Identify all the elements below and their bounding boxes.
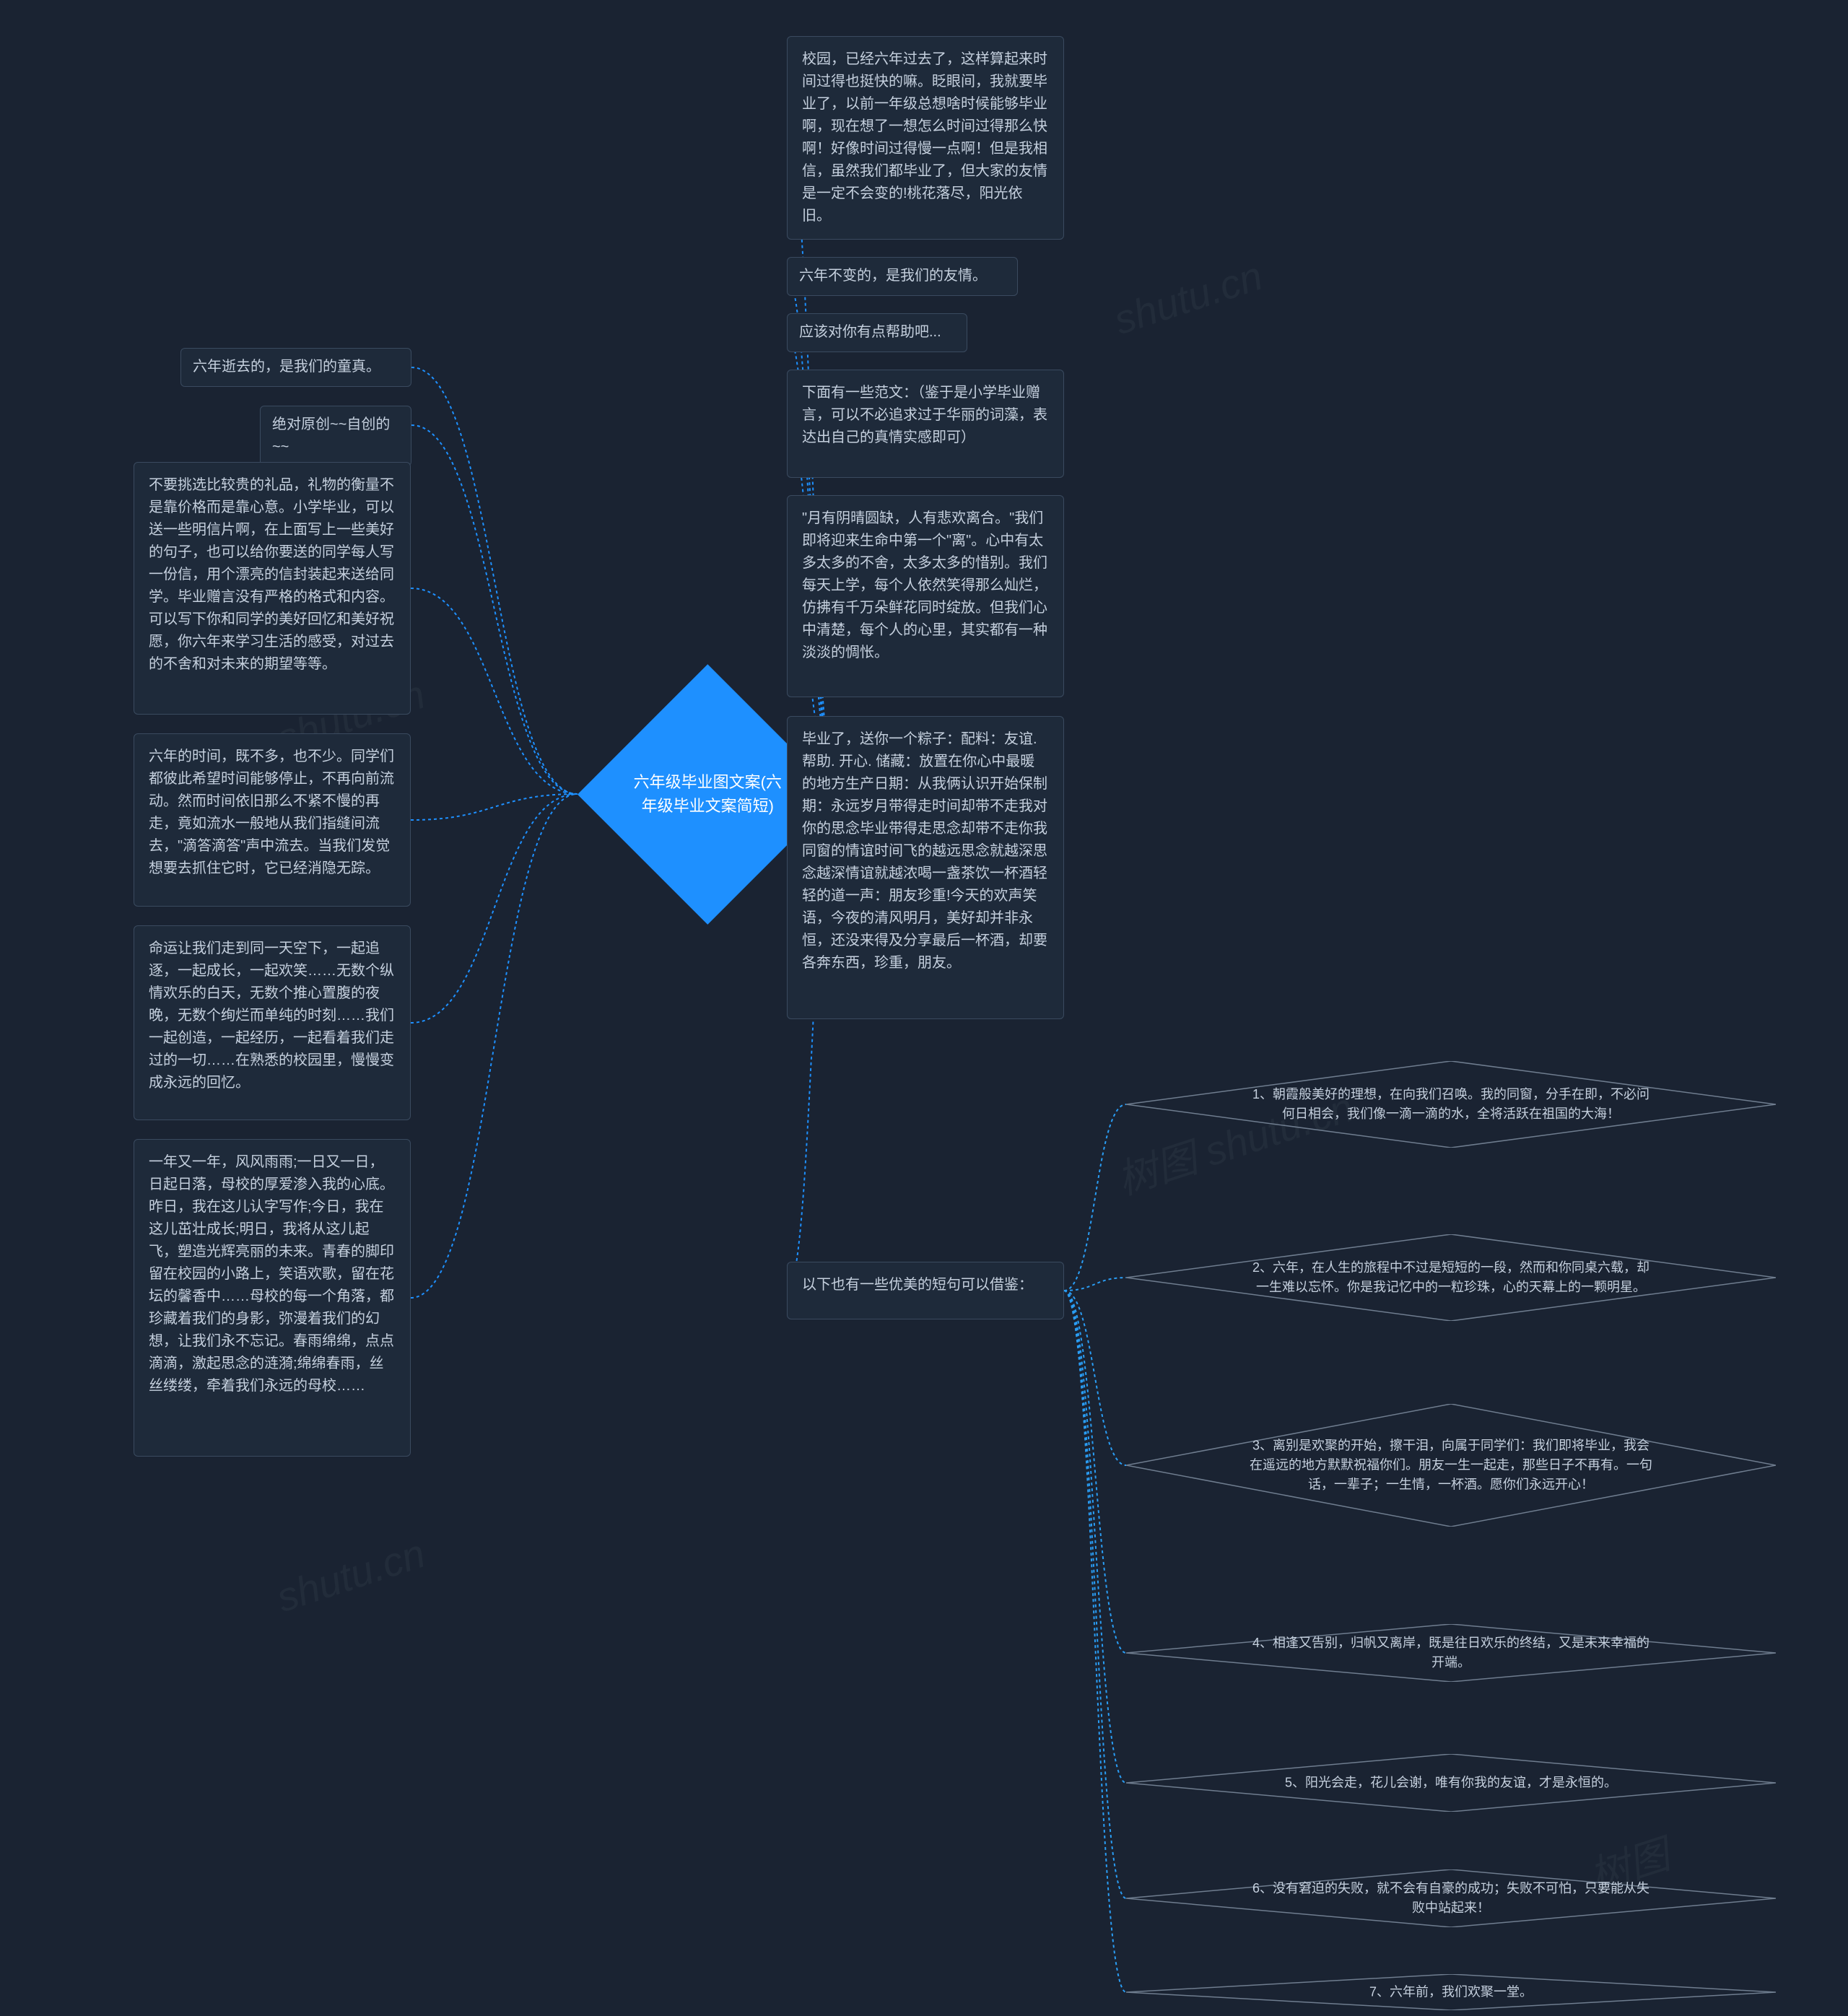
node-text: 命运让我们走到同一天空下，一起追逐，一起成长，一起欢笑……无数个纵情欢乐的白天，…: [149, 941, 394, 1091]
right-node-r2[interactable]: 六年不变的，是我们的友情。: [787, 257, 1018, 296]
right-node-r5[interactable]: "月有阴晴圆缺，人有悲欢离合。"我们即将迎来生命中第一个"离"。心中有太多太多的…: [787, 495, 1064, 697]
sub-node-text: 1、朝霞般美好的理想，在向我们召唤。我的同窗，分手在即，不必问何日相会，我们像一…: [1249, 1085, 1653, 1124]
left-node-l3[interactable]: 不要挑选比较贵的礼品，礼物的衡量不是靠价格而是靠心意。小学毕业，可以送一些明信片…: [134, 462, 411, 715]
sub-node-s5[interactable]: 5、阳光会走，花儿会谢，唯有你我的友谊，才是永恒的。: [1126, 1754, 1776, 1812]
sub-node-s3[interactable]: 3、离别是欢聚的开始，擦干泪，向属于同学们：我们即将毕业，我会在遥远的地方默默祝…: [1126, 1404, 1776, 1527]
sub-node-s6[interactable]: 6、没有窘迫的失败，就不会有自豪的成功；失败不可怕，只要能从失败中站起来！: [1126, 1869, 1776, 1927]
sub-node-s7[interactable]: 7、六年前，我们欢聚一堂。: [1126, 1974, 1776, 2010]
node-text: 六年不变的，是我们的友情。: [799, 268, 987, 284]
node-text: 不要挑选比较贵的礼品，礼物的衡量不是靠价格而是靠心意。小学毕业，可以送一些明信片…: [149, 477, 394, 672]
watermark: shutu.cn: [1108, 252, 1268, 344]
node-text: "月有阴晴圆缺，人有悲欢离合。"我们即将迎来生命中第一个"离"。心中有太多太多的…: [802, 510, 1047, 660]
node-text: 校园，已经六年过去了，这样算起来时间过得也挺快的嘛。眨眼间，我就要毕业了，以前一…: [802, 51, 1047, 224]
node-text: 六年逝去的，是我们的童真。: [193, 359, 380, 375]
sub-node-text: 7、六年前，我们欢聚一堂。: [1249, 1983, 1653, 2002]
right-node-r6[interactable]: 毕业了，送你一个粽子：配料：友谊. 帮助. 开心. 储藏：放置在你心中最暖的地方…: [787, 716, 1064, 1019]
left-node-l2[interactable]: 绝对原创~~自创的~~: [260, 406, 411, 466]
left-node-l4[interactable]: 六年的时间，既不多，也不少。同学们都彼此希望时间能够停止，不再向前流动。然而时间…: [134, 733, 411, 907]
node-text: 应该对你有点帮助吧...: [799, 324, 941, 340]
node-text: 以下也有一些优美的短句可以借鉴：: [802, 1277, 1033, 1293]
sub-node-s1[interactable]: 1、朝霞般美好的理想，在向我们召唤。我的同窗，分手在即，不必问何日相会，我们像一…: [1126, 1061, 1776, 1148]
sub-node-s2[interactable]: 2、六年，在人生的旅程中不过是短短的一段，然而和你同桌六载，却一生难以忘怀。你是…: [1126, 1234, 1776, 1321]
sub-node-text: 2、六年，在人生的旅程中不过是短短的一段，然而和你同桌六载，却一生难以忘怀。你是…: [1249, 1258, 1653, 1297]
sub-node-text: 5、阳光会走，花儿会谢，唯有你我的友谊，才是永恒的。: [1249, 1773, 1653, 1793]
node-text: 下面有一些范文：（鉴于是小学毕业赠言，可以不必追求过于华丽的词藻，表达出自己的真…: [802, 385, 1047, 445]
right-node-r7[interactable]: 以下也有一些优美的短句可以借鉴：: [787, 1262, 1064, 1319]
watermark: shutu.cn: [271, 1530, 430, 1621]
root-label: 六年级毕业图文案(六年级毕业文案简短): [632, 770, 783, 818]
sub-node-s4[interactable]: 4、相逢又告别，归帆又离岸，既是往日欢乐的终结，又是未来幸福的开端。: [1126, 1624, 1776, 1682]
node-text: 毕业了，送你一个粽子：配料：友谊. 帮助. 开心. 储藏：放置在你心中最暖的地方…: [802, 731, 1047, 971]
left-node-l6[interactable]: 一年又一年，风风雨雨;一日又一日，日起日落，母校的厚爱渗入我的心底。昨日，我在这…: [134, 1139, 411, 1457]
left-node-l5[interactable]: 命运让我们走到同一天空下，一起追逐，一起成长，一起欢笑……无数个纵情欢乐的白天，…: [134, 925, 411, 1120]
sub-node-text: 6、没有窘迫的失败，就不会有自豪的成功；失败不可怕，只要能从失败中站起来！: [1249, 1879, 1653, 1918]
right-node-r1[interactable]: 校园，已经六年过去了，这样算起来时间过得也挺快的嘛。眨眼间，我就要毕业了，以前一…: [787, 36, 1064, 240]
right-node-r3[interactable]: 应该对你有点帮助吧...: [787, 313, 967, 352]
mindmap-canvas: shutu.cnshutu.cnshutu.cn树图 shutu.cn树图六年级…: [0, 0, 1848, 2016]
node-text: 绝对原创~~自创的~~: [272, 416, 390, 455]
sub-node-text: 3、离别是欢聚的开始，擦干泪，向属于同学们：我们即将毕业，我会在遥远的地方默默祝…: [1249, 1436, 1653, 1495]
sub-node-text: 4、相逢又告别，归帆又离岸，既是往日欢乐的终结，又是未来幸福的开端。: [1249, 1633, 1653, 1672]
left-node-l1[interactable]: 六年逝去的，是我们的童真。: [180, 348, 411, 387]
right-node-r4[interactable]: 下面有一些范文：（鉴于是小学毕业赠言，可以不必追求过于华丽的词藻，表达出自己的真…: [787, 370, 1064, 478]
node-text: 六年的时间，既不多，也不少。同学们都彼此希望时间能够停止，不再向前流动。然而时间…: [149, 749, 394, 876]
node-text: 一年又一年，风风雨雨;一日又一日，日起日落，母校的厚爱渗入我的心底。昨日，我在这…: [149, 1154, 394, 1394]
